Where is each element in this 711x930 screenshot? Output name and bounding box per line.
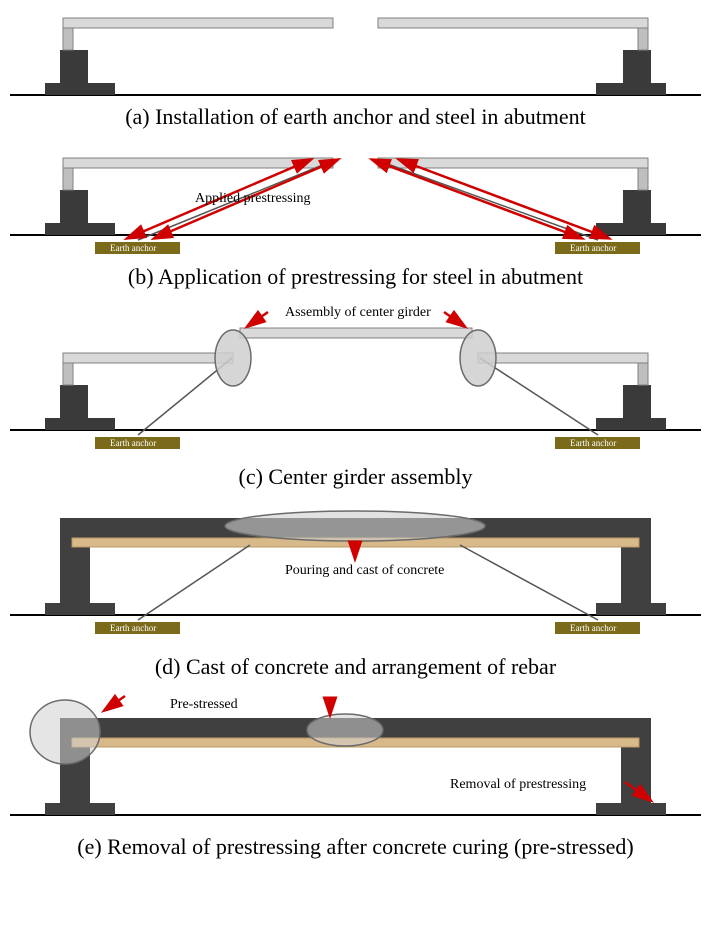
- right-tendon: [382, 162, 598, 240]
- panel-d: Earth anchor Earth anchor Pouring and ca…: [10, 500, 701, 650]
- left-anchor-label: Earth anchor: [110, 243, 156, 253]
- caption-b: (b) Application of prestressing for stee…: [10, 264, 701, 290]
- panel-a: [10, 10, 701, 100]
- right-tendon: [460, 545, 598, 620]
- right-prestress-arrow-1: [400, 160, 608, 238]
- left-tip-ellipse: [215, 330, 251, 386]
- panel-a-svg: [10, 10, 701, 100]
- panel-c-svg: Earth anchor Earth anchor Assembly of ce…: [10, 300, 701, 460]
- panel-b: Earth anchor Earth anchor Applied prestr…: [10, 140, 701, 260]
- corner-ellipse: [30, 700, 100, 764]
- pouring-label: Pouring and cast of concrete: [285, 563, 444, 578]
- caption-e: (e) Removal of prestressing after concre…: [10, 834, 701, 860]
- right-tip-ellipse: [460, 330, 496, 386]
- assembly-label: Assembly of center girder: [285, 305, 431, 320]
- caption-c: (c) Center girder assembly: [10, 464, 701, 490]
- left-anchor-label: Earth anchor: [110, 623, 156, 633]
- right-abutment: [378, 158, 666, 235]
- removal-label: Removal of prestressing: [450, 777, 586, 792]
- left-assembly-arrow: [248, 312, 268, 326]
- right-anchor-label: Earth anchor: [570, 623, 616, 633]
- left-anchor-label: Earth anchor: [110, 438, 156, 448]
- panel-c: Earth anchor Earth anchor Assembly of ce…: [10, 300, 701, 460]
- caption-d: (d) Cast of concrete and arrangement of …: [10, 654, 701, 680]
- panel-e-svg: Pre-stressed Removal of prestressing: [10, 690, 701, 830]
- prestressed-label: Pre-stressed: [170, 697, 238, 712]
- center-girder: [240, 328, 472, 338]
- left-abutment: [45, 353, 233, 430]
- left-abutment: [45, 18, 333, 95]
- right-prestress-arrow-2: [373, 160, 581, 238]
- deck-ellipse: [225, 511, 485, 541]
- panel-e: Pre-stressed Removal of prestressing: [10, 690, 701, 830]
- caption-a: (a) Installation of earth anchor and ste…: [10, 104, 701, 130]
- prestressed-arrow-left: [105, 696, 125, 710]
- right-abutment: [378, 18, 666, 95]
- right-cantilever: [378, 18, 648, 28]
- right-tendon: [480, 358, 598, 435]
- panel-d-svg: Earth anchor Earth anchor Pouring and ca…: [10, 500, 701, 650]
- applied-prestressing-label: Applied prestressing: [195, 191, 310, 206]
- left-tendon: [138, 545, 250, 620]
- right-anchor-label: Earth anchor: [570, 438, 616, 448]
- figure-sequence: (a) Installation of earth anchor and ste…: [10, 10, 701, 860]
- mid-ellipse: [307, 714, 383, 746]
- panel-b-svg: Earth anchor Earth anchor Applied prestr…: [10, 140, 701, 260]
- right-anchor-label: Earth anchor: [570, 243, 616, 253]
- right-assembly-arrow: [444, 312, 464, 326]
- left-cantilever: [63, 18, 333, 28]
